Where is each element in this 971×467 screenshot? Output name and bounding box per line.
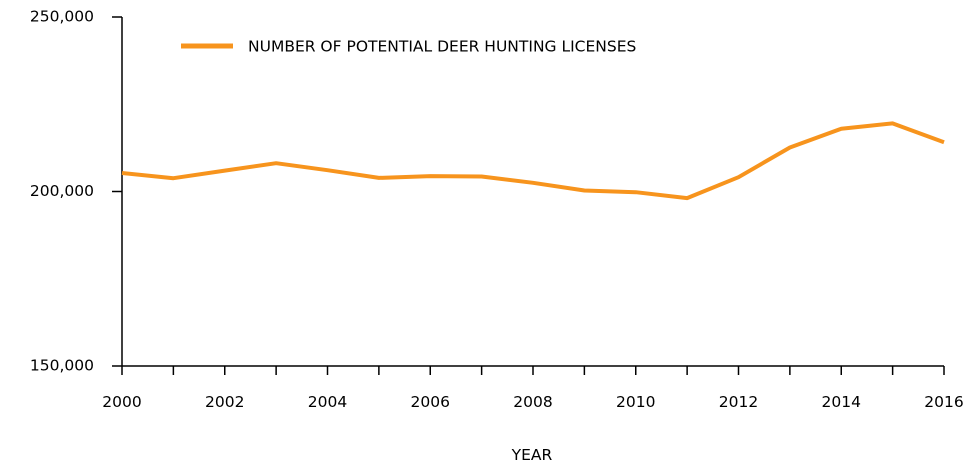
x-tick-label: 2008 [513,393,552,411]
y-tick-label: 250,000 [30,8,94,26]
y-ticks: 150,000 200,000 250,000 [30,8,122,375]
legend: NUMBER OF POTENTIAL DEER HUNTING LICENSE… [181,38,636,56]
x-tick-label: 2000 [102,393,141,411]
series-lines [121,121,945,201]
x-ticks: 2000 2002 2004 2006 2008 2010 2012 2014 2016 [102,366,964,411]
axes [121,17,944,367]
x-tick-label: 2014 [822,393,861,411]
legend-label: NUMBER OF POTENTIAL DEER HUNTING LICENSE… [248,38,636,56]
x-axis-title: YEAR [511,446,553,463]
x-tick-label: 2006 [411,393,450,411]
x-tick-label: 2010 [616,393,655,411]
y-tick-label: 150,000 [30,357,94,375]
x-tick-label: 2002 [205,393,244,411]
x-tick-label: 2012 [719,393,758,411]
y-tick-label: 200,000 [30,182,94,200]
x-tick-label: 2016 [924,393,963,411]
x-tick-label: 2004 [308,393,347,411]
series-line [121,121,945,201]
